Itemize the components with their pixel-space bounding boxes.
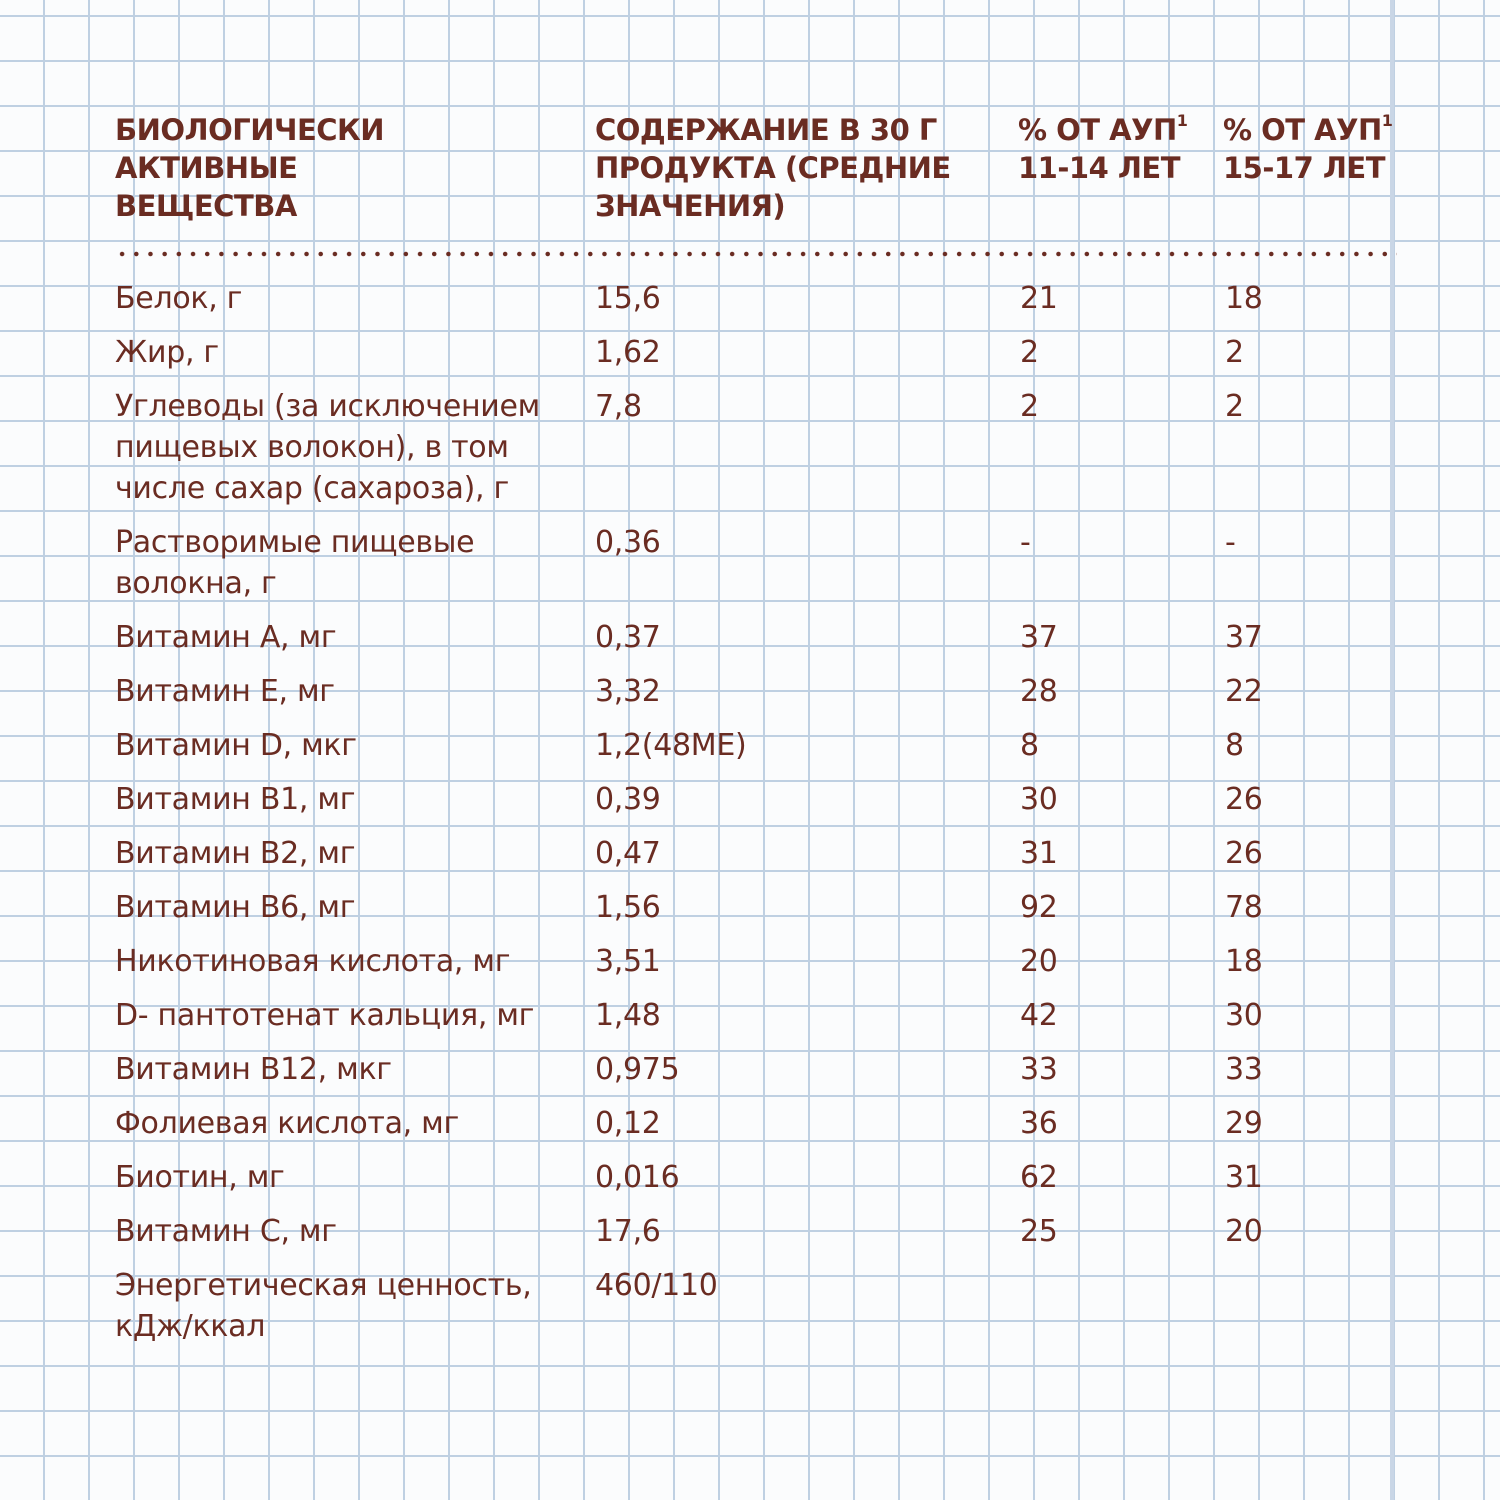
amount-value: 0,016 xyxy=(595,1160,680,1195)
pct-15-17-value: 20 xyxy=(1225,1214,1263,1249)
substance-name: Биотин, мг xyxy=(115,1160,285,1195)
amount-value: 0,975 xyxy=(595,1052,680,1087)
amount-value: 15,6 xyxy=(595,281,661,316)
amount-value: 0,37 xyxy=(595,620,661,655)
table-row: Никотиновая кислота, мг 3,51 20 18 xyxy=(110,941,1400,995)
header-content: Содержание в 30 г продукта (средние знач… xyxy=(595,113,951,223)
pct-11-14-value: 33 xyxy=(1020,1052,1058,1087)
table-row: Витамин С, мг 17,6 25 20 xyxy=(110,1211,1400,1265)
pct-11-14-value: 2 xyxy=(1020,335,1039,370)
amount-value: 460/110 xyxy=(595,1268,718,1303)
substance-name: Фолиевая кислота, мг xyxy=(115,1106,459,1141)
substance-name: Витамин В2, мг xyxy=(115,836,356,871)
pct-11-14-value: 2 xyxy=(1020,389,1039,424)
pct-11-14-value: 20 xyxy=(1020,944,1058,979)
substance-name: Никотиновая кислота, мг xyxy=(115,944,511,979)
table-row: Витамин В12, мкг 0,975 33 33 xyxy=(110,1049,1400,1103)
pct-15-17-value: - xyxy=(1225,525,1236,560)
substance-name: Витамин В6, мг xyxy=(115,890,356,925)
substance-name: Витамин Е, мг xyxy=(115,674,335,709)
pct-15-17-value: 33 xyxy=(1225,1052,1263,1087)
amount-value: 1,2(48МЕ) xyxy=(595,728,747,763)
pct-11-14-value: 36 xyxy=(1020,1106,1058,1141)
pct-15-17-value: 31 xyxy=(1225,1160,1263,1195)
table-row: Углеводы (за исключением пищевых волокон… xyxy=(110,386,1400,522)
substance-name: Растворимые пищевые волокна, г xyxy=(115,525,475,601)
pct-15-17-value: 8 xyxy=(1225,728,1244,763)
amount-value: 1,48 xyxy=(595,998,661,1033)
table-row: Витамин D, мкг 1,2(48МЕ) 8 8 xyxy=(110,725,1400,779)
table-row: Витамин Е, мг 3,32 28 22 xyxy=(110,671,1400,725)
pct-15-17-value: 29 xyxy=(1225,1106,1263,1141)
table-row: Витамин В2, мг 0,47 31 26 xyxy=(110,833,1400,887)
substance-name: Витамин А, мг xyxy=(115,620,337,655)
pct-11-14-value: 8 xyxy=(1020,728,1039,763)
pct-11-14-value xyxy=(1015,1265,1220,1360)
pct-11-14-value: 25 xyxy=(1020,1214,1058,1249)
amount-value: 7,8 xyxy=(595,389,642,424)
amount-value: 0,47 xyxy=(595,836,661,871)
substance-name: Энергетическая ценность, кДж/ккал xyxy=(115,1268,532,1344)
amount-value: 17,6 xyxy=(595,1214,661,1249)
pct-11-14-value: 62 xyxy=(1020,1160,1058,1195)
pct-15-17-value: 2 xyxy=(1225,335,1244,370)
amount-value: 3,32 xyxy=(595,674,661,709)
pct-11-14-value: 28 xyxy=(1020,674,1058,709)
amount-value: 0,12 xyxy=(595,1106,661,1141)
substance-name: Жир, г xyxy=(115,335,219,370)
pct-15-17-value: 22 xyxy=(1225,674,1263,709)
header-pct-15-17: % от АУП1 15-17 лет xyxy=(1223,111,1393,185)
table-row: D- пантотенат кальция, мг 1,48 42 30 xyxy=(110,995,1400,1049)
pct-15-17-value: 18 xyxy=(1225,281,1263,316)
pct-15-17-value: 37 xyxy=(1225,620,1263,655)
pct-11-14-value: - xyxy=(1020,525,1031,560)
table-row: Витамин А, мг 0,37 37 37 xyxy=(110,617,1400,671)
pct-15-17-value: 26 xyxy=(1225,836,1263,871)
substance-name: Углеводы (за исключением пищевых волокон… xyxy=(115,389,540,506)
pct-11-14-value: 21 xyxy=(1020,281,1058,316)
pct-15-17-value: 30 xyxy=(1225,998,1263,1033)
pct-11-14-value: 92 xyxy=(1020,890,1058,925)
table-row: Растворимые пищевые волокна, г 0,36 - - xyxy=(110,522,1400,617)
amount-value: 3,51 xyxy=(595,944,661,979)
pct-11-14-value: 31 xyxy=(1020,836,1058,871)
table-row: Витамин В6, мг 1,56 92 78 xyxy=(110,887,1400,941)
substance-name: Витамин В12, мкг xyxy=(115,1052,392,1087)
table-row: Белок, г 15,6 21 18 xyxy=(110,278,1400,332)
pct-11-14-value: 42 xyxy=(1020,998,1058,1033)
substance-name: Витамин D, мкг xyxy=(115,728,357,763)
table-row: Витамин В1, мг 0,39 30 26 xyxy=(110,779,1400,833)
pct-15-17-value: 78 xyxy=(1225,890,1263,925)
pct-11-14-value: 30 xyxy=(1020,782,1058,817)
header-substances: Биологически активные вещества xyxy=(115,113,385,223)
substance-name: Белок, г xyxy=(115,281,243,316)
header-pct-11-14: % от АУП1 11-14 лет xyxy=(1018,111,1188,185)
substance-name: Витамин С, мг xyxy=(115,1214,337,1249)
table-row: Жир, г 1,62 2 2 xyxy=(110,332,1400,386)
pct-15-17-value: 26 xyxy=(1225,782,1263,817)
dotted-divider xyxy=(115,250,1397,258)
amount-value: 0,36 xyxy=(595,525,661,560)
pct-15-17-value xyxy=(1220,1265,1400,1360)
pct-15-17-value: 2 xyxy=(1225,389,1244,424)
amount-value: 1,62 xyxy=(595,335,661,370)
table-row: Энергетическая ценность, кДж/ккал 460/110 xyxy=(110,1265,1400,1360)
pct-15-17-value: 18 xyxy=(1225,944,1263,979)
amount-value: 1,56 xyxy=(595,890,661,925)
amount-value: 0,39 xyxy=(595,782,661,817)
table-row: Биотин, мг 0,016 62 31 xyxy=(110,1157,1400,1211)
table-row: Фолиевая кислота, мг 0,12 36 29 xyxy=(110,1103,1400,1157)
substance-name: Витамин В1, мг xyxy=(115,782,356,817)
substance-name: D- пантотенат кальция, мг xyxy=(115,998,535,1033)
nutrition-table: Белок, г 15,6 21 18 Жир, г 1,62 2 2 Углеводы (за… xyxy=(110,278,1400,1360)
pct-11-14-value: 37 xyxy=(1020,620,1058,655)
